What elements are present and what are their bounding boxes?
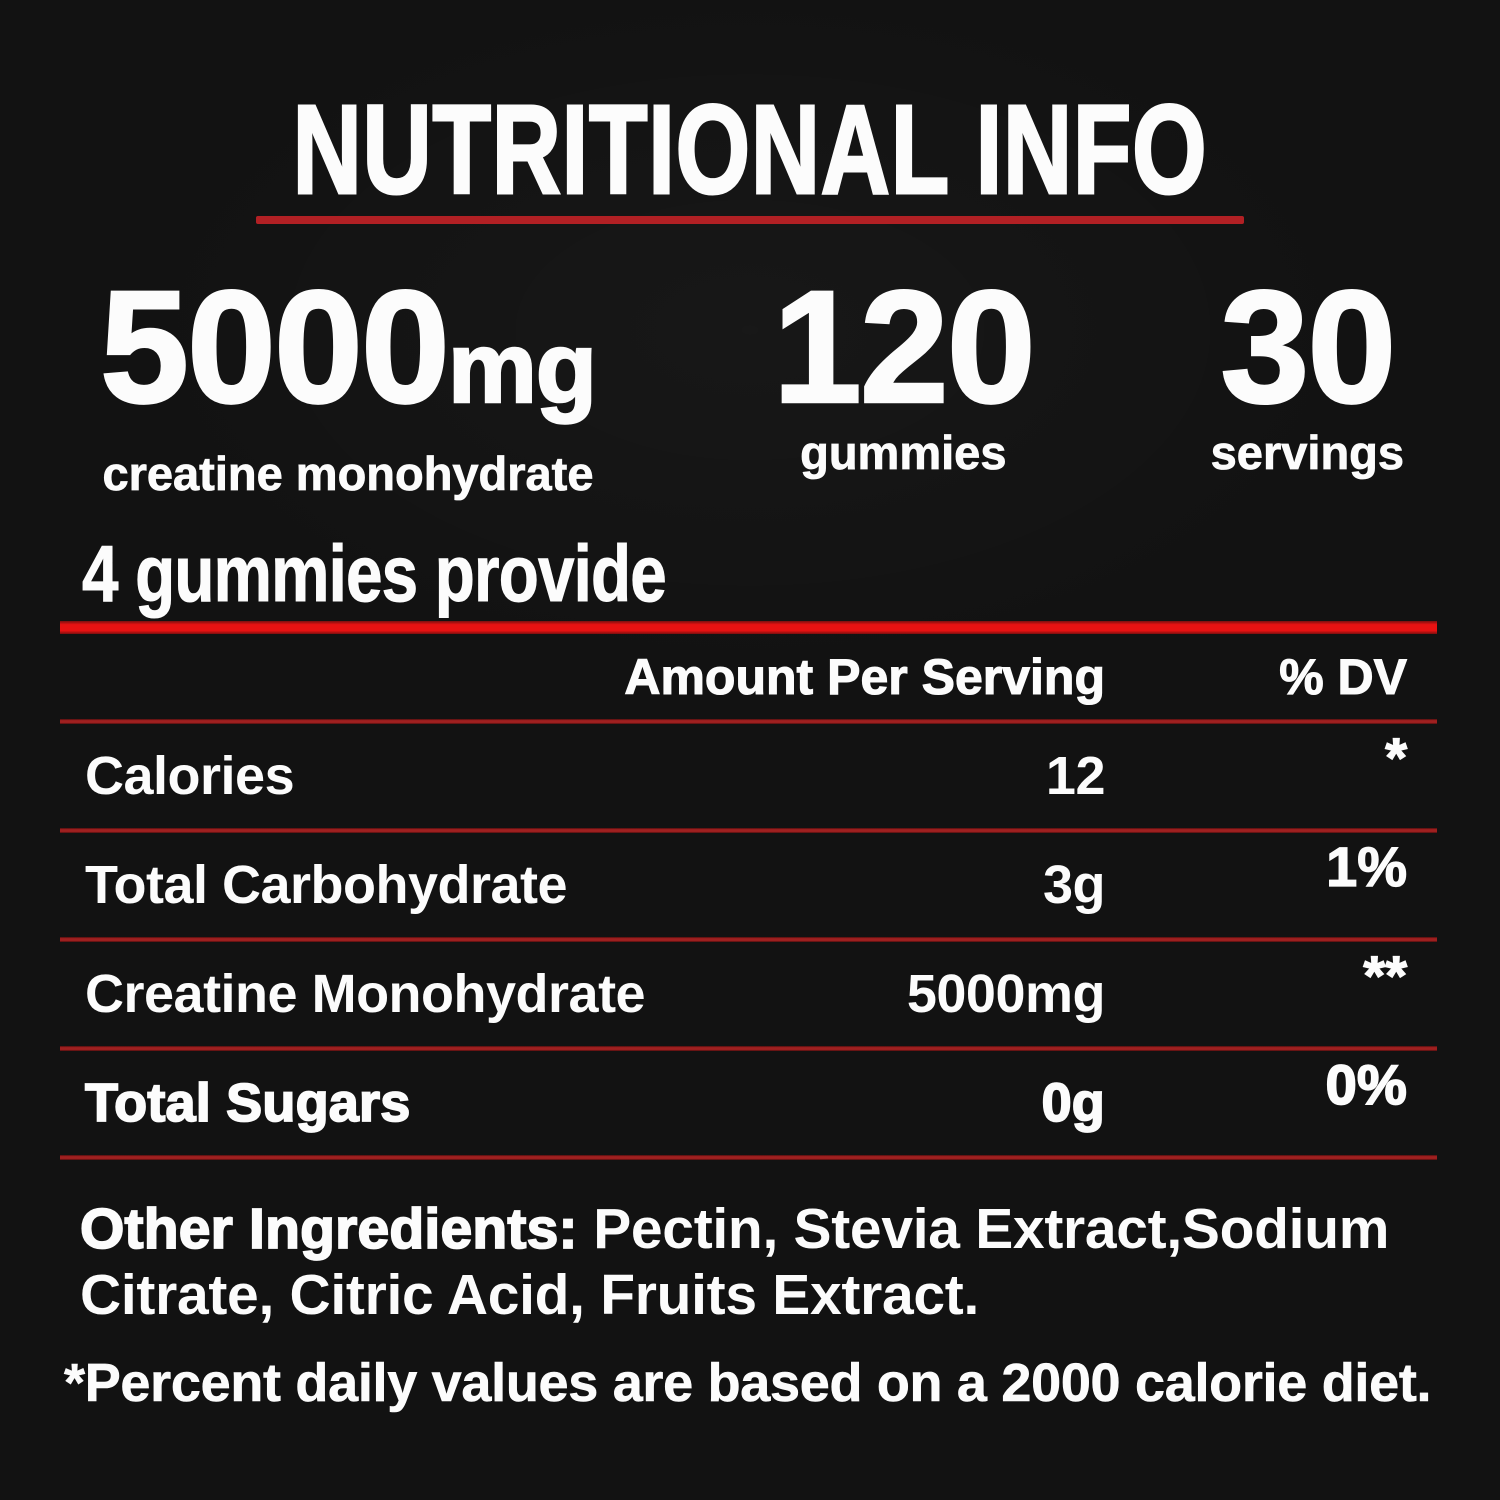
- other-ingredients-text: Pectin, Stevia Extract,Sodium Citrate, C…: [80, 1197, 1390, 1327]
- row-label: Total Carbohydrate: [85, 855, 568, 915]
- row-label: Total Sugars: [84, 1072, 411, 1134]
- stat-servings: 30 servings: [1210, 257, 1404, 479]
- row-dv: 0%: [1325, 1053, 1408, 1116]
- table-header-row: Amount Per Serving % DV: [60, 634, 1437, 719]
- stat-value: 5000mg: [99, 265, 599, 448]
- dv-column-header: % DV: [1279, 648, 1408, 705]
- other-ingredients: Other Ingredients: Pectin, Stevia Extrac…: [79, 1196, 1480, 1328]
- stat-label: servings: [1210, 426, 1404, 479]
- separator-rule: [60, 719, 1437, 724]
- stat-value: 120: [772, 257, 1037, 436]
- nutrition-table: Amount Per Serving % DV Calories 12 * To…: [60, 621, 1437, 1160]
- table-row: Total Sugars 0g 0%: [60, 1051, 1437, 1155]
- stat-unit: mg: [447, 311, 599, 426]
- row-amount: 3g: [1042, 855, 1106, 915]
- row-amount: 12: [1045, 746, 1106, 806]
- row-label: Calories: [85, 746, 295, 806]
- stat-gummies: 120 gummies: [772, 257, 1037, 479]
- separator-rule: [60, 1046, 1437, 1051]
- separator-rule: [60, 937, 1437, 942]
- row-amount: 0g: [1041, 1072, 1106, 1134]
- table-row: Calories 12 *: [60, 724, 1437, 828]
- stat-value: 30: [1219, 257, 1397, 436]
- row-label: Creatine Monohydrate: [85, 964, 646, 1024]
- title-underline: [256, 216, 1244, 224]
- row-dv: *: [1385, 726, 1408, 789]
- table-row: Creatine Monohydrate 5000mg **: [60, 942, 1437, 1046]
- amount-column-header: Amount Per Serving: [624, 648, 1106, 705]
- row-amount: 5000mg: [906, 964, 1106, 1024]
- separator-rule: [60, 828, 1437, 833]
- stats-row: 5000mg creatine monohydrate 120 gummies …: [0, 257, 1500, 500]
- footnote: *Percent daily values are based on a 200…: [64, 1353, 1432, 1414]
- stat-label: creatine monohydrate: [102, 447, 594, 500]
- stat-number: 5000: [99, 257, 451, 436]
- table-top-rule: [60, 621, 1437, 634]
- stat-creatine: 5000mg creatine monohydrate: [99, 265, 599, 500]
- stat-label: gummies: [800, 426, 1007, 479]
- separator-rule: [60, 1155, 1437, 1160]
- other-ingredients-label: Other Ingredients:: [79, 1196, 578, 1262]
- table-row: Total Carbohydrate 3g 1%: [60, 833, 1437, 937]
- page-title: NUTRITIONAL INFO: [291, 79, 1208, 220]
- row-dv: 1%: [1325, 835, 1407, 898]
- serving-heading: 4 gummies provide: [82, 529, 668, 618]
- row-dv: **: [1363, 944, 1408, 1007]
